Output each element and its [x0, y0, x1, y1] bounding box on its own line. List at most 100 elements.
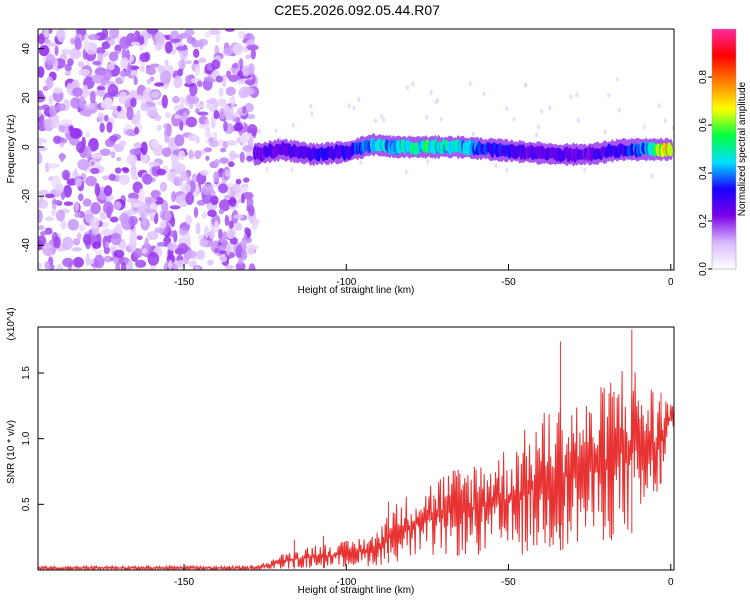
heatmap-noise-cell	[244, 79, 256, 85]
heatmap-noise-cell	[166, 254, 176, 264]
heatmap-sparse-cell	[374, 118, 378, 124]
heatmap-sparse-cell	[650, 173, 654, 179]
heatmap-sparse-cell	[583, 167, 587, 173]
heatmap-noise-cell	[118, 91, 128, 105]
heatmap-noise-cell	[225, 112, 236, 121]
heatmap-noise-cell	[76, 232, 82, 241]
heatmap-noise-cell	[77, 61, 85, 67]
spectrogram-y-tick-label: 0	[21, 144, 32, 150]
heatmap-noise-cell	[155, 196, 164, 205]
heatmap-noise-cell	[180, 170, 188, 182]
heatmap-noise-cell	[222, 231, 228, 241]
heatmap-noise-cell	[213, 159, 220, 166]
heatmap-noise-cell	[224, 264, 234, 270]
heatmap-noise-cell	[56, 103, 66, 112]
heatmap-noise-cell	[125, 128, 135, 137]
heatmap-noise-cell	[130, 163, 137, 178]
heatmap-noise-cell	[246, 44, 259, 51]
heatmap-noise-cell	[210, 195, 219, 206]
heatmap-sparse-cell	[436, 97, 440, 103]
heatmap-noise-cell	[207, 259, 214, 266]
heatmap-noise-cell	[173, 75, 183, 89]
heatmap-noise-cell	[53, 236, 61, 249]
heatmap-noise-cell	[102, 175, 110, 181]
snr-plot-area	[38, 327, 674, 570]
heatmap-sparse-cell	[429, 90, 433, 96]
heatmap-noise-cell	[114, 44, 122, 53]
heatmap-noise-cell	[228, 220, 234, 229]
heatmap-noise-cell	[154, 43, 162, 51]
heatmap-noise-cell	[45, 42, 57, 47]
heatmap-sparse-cell	[657, 102, 661, 108]
heatmap-noise-cell	[225, 86, 236, 96]
heatmap-noise-cell	[136, 109, 141, 123]
heatmap-noise-cell	[133, 126, 140, 135]
heatmap-noise-cell	[161, 94, 168, 109]
heatmap-noise-cell	[99, 211, 108, 221]
heatmap-noise-cell	[246, 243, 256, 256]
heatmap-noise-cell	[38, 110, 42, 118]
heatmap-noise-cell	[74, 177, 83, 187]
heatmap-noise-cell	[214, 220, 219, 232]
heatmap-noise-cell	[171, 96, 181, 104]
heatmap-noise-cell	[53, 87, 63, 94]
heatmap-noise-cell	[243, 87, 255, 95]
heatmap-sparse-cell	[505, 167, 509, 173]
heatmap-noise-cell	[107, 63, 115, 71]
heatmap-noise-cell	[177, 242, 189, 254]
heatmap-noise-cell	[70, 97, 82, 109]
heatmap-noise-cell	[140, 65, 145, 73]
heatmap-noise-cell	[49, 119, 61, 128]
heatmap-noise-cell	[208, 229, 216, 240]
heatmap-noise-cell	[180, 183, 191, 194]
heatmap-noise-cell	[186, 250, 197, 259]
heatmap-noise-cell	[145, 66, 156, 76]
heatmap-noise-cell	[66, 178, 78, 186]
heatmap-noise-cell	[70, 37, 76, 45]
heatmap-noise-cell	[78, 68, 91, 77]
heatmap-noise-cell	[223, 195, 232, 200]
heatmap-noise-cell	[45, 54, 56, 65]
heatmap-noise-cell	[149, 76, 155, 82]
heatmap-noise-cell	[130, 97, 137, 108]
heatmap-noise-cell	[74, 211, 81, 218]
heatmap-noise-cell	[208, 139, 219, 148]
heatmap-noise-cell	[97, 112, 105, 123]
heatmap-noise-cell	[207, 209, 217, 217]
heatmap-noise-cell	[228, 228, 235, 240]
heatmap-noise-cell	[126, 198, 138, 204]
spectrogram-x-ticks: -150 -100 -50 0	[174, 264, 674, 288]
heatmap-sparse-cell	[539, 108, 543, 114]
heatmap-noise-cell	[235, 261, 246, 270]
heatmap-noise-cell	[119, 70, 127, 78]
heatmap-noise-cell	[180, 96, 185, 110]
heatmap-noise-cell	[208, 29, 221, 36]
heatmap-noise-cell	[242, 105, 247, 114]
heatmap-noise-cell	[67, 58, 74, 66]
heatmap-noise-cell	[154, 31, 165, 46]
heatmap-sparse-cell	[671, 125, 674, 131]
heatmap-noise-cell	[199, 238, 209, 247]
colorbar-label: Normalized spectral amplitude	[737, 81, 748, 216]
heatmap-noise-cell	[195, 65, 200, 77]
heatmap-noise-cell	[120, 57, 129, 69]
heatmap-noise-cell	[201, 212, 207, 219]
spectrogram-x-label: Height of straight line (km)	[298, 285, 415, 296]
heatmap-noise-cell	[109, 29, 120, 39]
heatmap-noise-cell	[45, 193, 55, 199]
snr-y-tick-label: 1.0	[21, 431, 32, 445]
heatmap-noise-cell	[145, 208, 157, 214]
heatmap-noise-cell	[38, 209, 43, 224]
snr-series-line	[38, 371, 674, 570]
heatmap-noise-cell	[60, 219, 67, 230]
snr-frame	[37, 326, 675, 571]
heatmap-noise-cell	[38, 262, 43, 270]
heatmap-sparse-cell	[482, 91, 486, 97]
snr-y-tick-label: 0.5	[21, 497, 32, 511]
heatmap-noise-cell	[156, 168, 167, 176]
spectrogram-x-tick-label: -50	[501, 277, 516, 288]
heatmap-noise-cell	[156, 124, 162, 132]
heatmap-noise-cell	[226, 140, 238, 146]
heatmap-noise-cell	[212, 131, 218, 142]
heatmap-noise-cell	[228, 74, 239, 83]
